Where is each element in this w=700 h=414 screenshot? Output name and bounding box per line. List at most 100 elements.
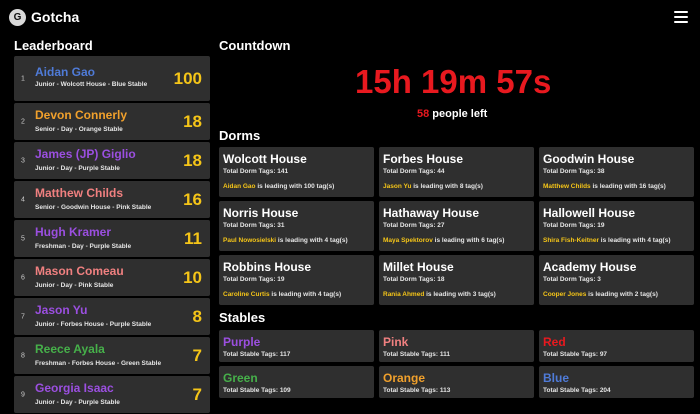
stable-card-red[interactable]: Red Total Stable Tags: 97 [539,330,694,362]
leaderboard-player-details: Senior - Day - Orange Stable [35,126,123,133]
leaderboard-score: 16 [183,189,202,209]
leaderboard-player-details: Freshman - Day - Purple Stable [35,243,132,250]
dorm-name: Robbins House [223,260,312,274]
dorm-card-robbins[interactable]: Robbins House Total Dorm Tags: 19 Caroli… [219,255,374,305]
leaderboard-rank: 4 [21,196,25,203]
dorm-leader-text: is leading with 6 tag(s) [432,237,505,244]
stable-card-pink[interactable]: Pink Total Stable Tags: 111 [379,330,534,362]
leaderboard-score: 10 [183,267,202,287]
leaderboard-player-details: Junior - Day - Purple Stable [35,399,120,406]
stable-total-tags: Total Stable Tags: 113 [383,387,451,394]
top-bar: G Gotcha [0,0,700,34]
leaderboard-heading: Leaderboard [14,38,93,53]
countdown-timer: 15h 19m 57s [355,63,552,100]
leaderboard-row[interactable]: 1 Aidan Gao Junior - Wolcott House - Blu… [14,56,210,101]
dorm-total-tags: Total Dorm Tags: 18 [383,276,445,283]
dorm-card-academy[interactable]: Academy House Total Dorm Tags: 3 Cooper … [539,255,694,305]
dorm-name: Hallowell House [543,206,636,220]
dorm-name: Forbes House [383,152,464,166]
dorm-leader-text: is leading with 8 tag(s) [411,183,483,190]
app-title[interactable]: Gotcha [31,9,80,25]
stable-card-purple[interactable]: Purple Total Stable Tags: 117 [219,330,374,362]
leaderboard-row[interactable]: 2 Devon Connerly Senior - Day - Orange S… [14,103,210,140]
leaderboard-score: 8 [192,306,202,326]
leaderboard-score: 18 [183,150,202,170]
leaderboard-player-details: Senior - Goodwin House - Pink Stable [35,204,152,211]
countdown-heading: Countdown [219,38,291,53]
leaderboard-player-name: Mason Comeau [35,264,124,278]
stable-card-orange[interactable]: Orange Total Stable Tags: 113 [379,366,534,398]
dorm-leader-name: Cooper Jones [543,291,587,298]
leaderboard-player-name: Georgia Isaac [35,381,114,395]
dorm-leader-text: is leading with 4 tag(s) [269,291,342,298]
leaderboard-player-name: Hugh Kramer [35,225,112,239]
leaderboard-row[interactable]: 4 Matthew Childs Senior - Goodwin House … [14,181,210,218]
dorm-total-tags: Total Dorm Tags: 27 [383,222,445,229]
stable-total-tags: Total Stable Tags: 97 [543,351,608,358]
people-left-count: 58 [417,108,430,120]
stable-card-blue[interactable]: Blue Total Stable Tags: 204 [539,366,694,398]
stable-total-tags: Total Stable Tags: 117 [223,351,291,358]
dorm-total-tags: Total Dorm Tags: 19 [223,276,285,283]
dorm-leader-name: Paul Nowosielski [223,237,277,244]
dorm-name: Hathaway House [383,206,480,220]
people-left-label: people left [429,108,488,120]
leaderboard-player-name: Devon Connerly [35,108,128,122]
leaderboard-player-name: Matthew Childs [35,186,124,200]
leaderboard-player-name: James (JP) Giglio [35,147,136,161]
dorm-leader: Aidan Gao is leading with 100 tag(s) [223,183,334,190]
dorm-leader: Jason Yu is leading with 8 tag(s) [383,183,483,190]
dorm-leader-text: is leading with 4 tag(s) [276,237,348,244]
dorm-name: Academy House [543,260,637,274]
stables-heading: Stables [219,310,266,325]
dorm-card-hallowell[interactable]: Hallowell House Total Dorm Tags: 19 Shir… [539,201,694,251]
stable-total-tags: Total Stable Tags: 204 [543,387,611,394]
dorm-leader: Paul Nowosielski is leading with 4 tag(s… [223,237,348,244]
leaderboard-score: 7 [192,384,202,404]
stable-name: Orange [383,371,426,385]
dorm-card-forbes[interactable]: Forbes House Total Dorm Tags: 44 Jason Y… [379,147,534,197]
leaderboard-player-name: Reece Ayala [35,342,105,356]
dorm-leader-name: Rania Ahmed [383,291,425,298]
dorm-card-norris[interactable]: Norris House Total Dorm Tags: 31 Paul No… [219,201,374,251]
dorm-leader: Matthew Childs is leading with 16 tag(s) [543,183,666,190]
dorm-card-hathaway[interactable]: Hathaway House Total Dorm Tags: 27 Maya … [379,201,534,251]
leaderboard-rank: 3 [21,157,25,164]
dorm-card-wolcott[interactable]: Wolcott House Total Dorm Tags: 141 Aidan… [219,147,374,197]
leaderboard-row[interactable]: 8 Reece Ayala Freshman - Forbes House - … [14,337,210,374]
dorm-card-goodwin[interactable]: Goodwin House Total Dorm Tags: 38 Matthe… [539,147,694,197]
leaderboard-player-name: Aidan Gao [35,65,96,79]
dorm-leader: Caroline Curtis is leading with 4 tag(s) [223,291,341,298]
leaderboard-rank: 1 [21,75,25,82]
dorm-total-tags: Total Dorm Tags: 38 [543,168,605,175]
leaderboard-row[interactable]: 3 James (JP) Giglio Junior - Day - Purpl… [14,142,210,179]
dorm-total-tags: Total Dorm Tags: 141 [223,168,289,175]
dorm-leader-name: Caroline Curtis [223,291,270,298]
leaderboard-rank: 2 [21,118,25,125]
leaderboard-player-details: Freshman - Forbes House - Green Stable [35,360,162,367]
leaderboard-score: 11 [184,228,202,248]
stable-name: Purple [223,335,261,349]
dorm-leader-text: is leading with 100 tag(s) [255,183,335,190]
leaderboard-player-details: Junior - Forbes House - Purple Stable [35,321,152,328]
leaderboard-row[interactable]: 6 Mason Comeau Junior - Day - Pink Stabl… [14,259,210,296]
stable-total-tags: Total Stable Tags: 109 [223,387,291,394]
dorm-total-tags: Total Dorm Tags: 31 [223,222,285,229]
dorm-card-millet[interactable]: Millet House Total Dorm Tags: 18 Rania A… [379,255,534,305]
app-logo-icon[interactable]: G [9,9,26,26]
stable-name: Red [543,335,566,349]
dorm-leader-text: is leading with 4 tag(s) [598,237,671,244]
leaderboard-row[interactable]: 5 Hugh Kramer Freshman - Day - Purple St… [14,220,210,257]
dorm-leader-name: Shira Fish-Keitner [543,237,599,244]
leaderboard-score: 7 [192,345,202,365]
hamburger-menu-icon[interactable] [674,11,688,23]
dorm-leader: Maya Spektorov is leading with 6 tag(s) [383,237,504,244]
stable-card-green[interactable]: Green Total Stable Tags: 109 [219,366,374,398]
dorm-leader-text: is leading with 2 tag(s) [586,291,658,298]
dorm-name: Wolcott House [223,152,307,166]
stable-total-tags: Total Stable Tags: 111 [383,351,450,358]
dorm-leader-name: Jason Yu [383,183,412,190]
leaderboard-row[interactable]: 7 Jason Yu Junior - Forbes House - Purpl… [14,298,210,335]
leaderboard-row[interactable]: 9 Georgia Isaac Junior - Day - Purple St… [14,376,210,413]
leaderboard-rank: 7 [21,313,25,320]
